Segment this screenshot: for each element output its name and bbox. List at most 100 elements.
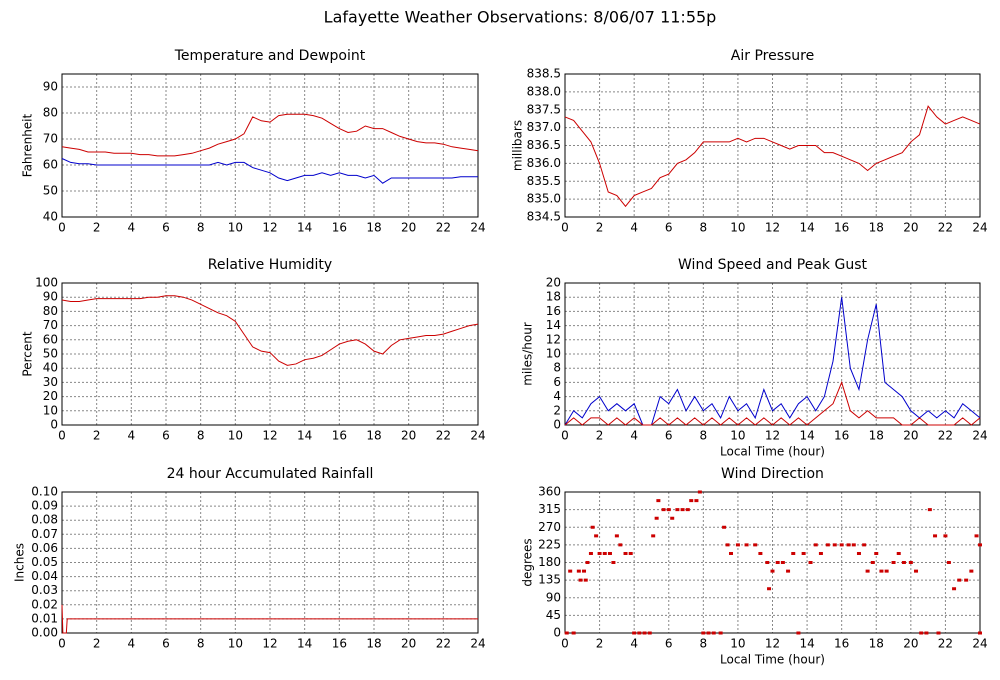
y-tick-label: 835.5 <box>527 174 561 188</box>
y-tick-label: 0.02 <box>31 597 58 611</box>
data-point <box>701 631 706 635</box>
x-tick-label: 12 <box>765 637 780 651</box>
data-point <box>576 569 581 573</box>
x-tick-label: 20 <box>401 221 416 235</box>
y-tick-label: 0 <box>553 418 561 432</box>
y-tick-label: 836.5 <box>527 138 561 152</box>
data-point <box>602 551 607 555</box>
x-tick-label: 22 <box>938 429 953 443</box>
x-tick-label: 10 <box>228 637 243 651</box>
data-point <box>846 543 851 547</box>
data-point <box>865 569 870 573</box>
x-tick-label: 16 <box>834 221 849 235</box>
data-point <box>588 551 593 555</box>
data-point <box>647 631 652 635</box>
x-tick-label: 14 <box>799 429 814 443</box>
data-point <box>767 587 772 591</box>
x-tick-label: 18 <box>869 637 884 651</box>
chart-title: Wind Direction <box>721 466 824 482</box>
data-point <box>914 569 919 573</box>
x-tick-label: 10 <box>228 429 243 443</box>
data-point <box>614 534 619 538</box>
x-tick-label: 6 <box>162 637 170 651</box>
data-point <box>582 569 587 573</box>
y-tick-label: 837.0 <box>527 120 561 134</box>
x-tick-label: 6 <box>665 429 673 443</box>
y-tick-label: 836.0 <box>527 156 561 170</box>
data-point <box>583 578 588 582</box>
y-tick-label: 40 <box>43 361 58 375</box>
x-tick-label: 14 <box>799 637 814 651</box>
data-point <box>786 569 791 573</box>
x-tick-label: 8 <box>197 429 205 443</box>
y-axis-label: millibars <box>511 120 525 171</box>
x-tick-label: 10 <box>730 221 745 235</box>
y-tick-label: 70 <box>43 318 58 332</box>
y-axis-label: miles/hour <box>521 322 535 386</box>
x-tick-label: 0 <box>561 429 569 443</box>
y-tick-label: 0.00 <box>31 626 58 640</box>
y-tick-label: 100 <box>35 276 58 290</box>
x-tick-label: 8 <box>197 221 205 235</box>
x-tick-label: 22 <box>938 221 953 235</box>
data-point <box>689 499 694 503</box>
data-point <box>775 561 780 564</box>
data-point <box>753 543 758 547</box>
x-tick-label: 16 <box>834 637 849 651</box>
data-point <box>597 551 602 555</box>
y-tick-label: 835.0 <box>527 192 561 206</box>
x-tick-label: 4 <box>630 429 638 443</box>
y-tick-label: 14 <box>546 318 561 332</box>
x-axis-label: Local Time (hour) <box>720 653 825 667</box>
data-line <box>564 297 981 426</box>
y-tick-label: 6 <box>553 375 561 389</box>
x-tick-label: 12 <box>262 637 277 651</box>
data-point <box>825 543 830 547</box>
x-tick-label: 2 <box>596 221 604 235</box>
x-tick-label: 22 <box>436 637 451 651</box>
x-axis-label: Local Time (hour) <box>720 445 825 459</box>
chart-panel: Relative HumidityPercent0102030405060708… <box>21 257 486 443</box>
data-point <box>933 534 938 538</box>
data-point <box>735 543 740 547</box>
x-tick-label: 16 <box>332 429 347 443</box>
data-point <box>758 551 763 555</box>
data-point <box>594 534 599 538</box>
y-tick-label: 18 <box>546 290 561 304</box>
x-tick-label: 6 <box>162 221 170 235</box>
y-tick-label: 20 <box>546 276 561 290</box>
plot-frame <box>564 491 981 634</box>
x-tick-label: 8 <box>197 637 205 651</box>
x-tick-label: 0 <box>58 637 66 651</box>
data-point <box>611 561 616 564</box>
x-tick-label: 18 <box>366 429 381 443</box>
data-point <box>901 561 906 564</box>
x-tick-label: 22 <box>938 637 953 651</box>
data-point <box>978 543 982 547</box>
x-tick-label: 24 <box>972 429 987 443</box>
x-tick-label: 10 <box>730 637 745 651</box>
data-point <box>578 578 583 582</box>
x-tick-label: 20 <box>903 637 918 651</box>
data-point <box>656 499 661 503</box>
x-tick-label: 24 <box>972 221 987 235</box>
plot-frame <box>61 491 479 634</box>
x-tick-label: 2 <box>93 221 101 235</box>
x-tick-label: 20 <box>903 221 918 235</box>
data-point <box>564 631 569 635</box>
plot-frame <box>61 73 479 218</box>
chart-title: Wind Speed and Peak Gust <box>678 257 867 273</box>
data-point <box>670 516 675 520</box>
data-point <box>661 508 666 512</box>
y-axis-label: Percent <box>21 331 35 376</box>
data-point <box>874 551 879 555</box>
y-tick-label: 80 <box>43 304 58 318</box>
y-tick-label: 225 <box>538 537 561 551</box>
x-tick-label: 8 <box>700 429 708 443</box>
data-point <box>675 508 680 512</box>
x-tick-label: 24 <box>972 637 987 651</box>
data-point <box>908 561 913 564</box>
x-tick-label: 18 <box>366 221 381 235</box>
data-point <box>697 490 702 494</box>
